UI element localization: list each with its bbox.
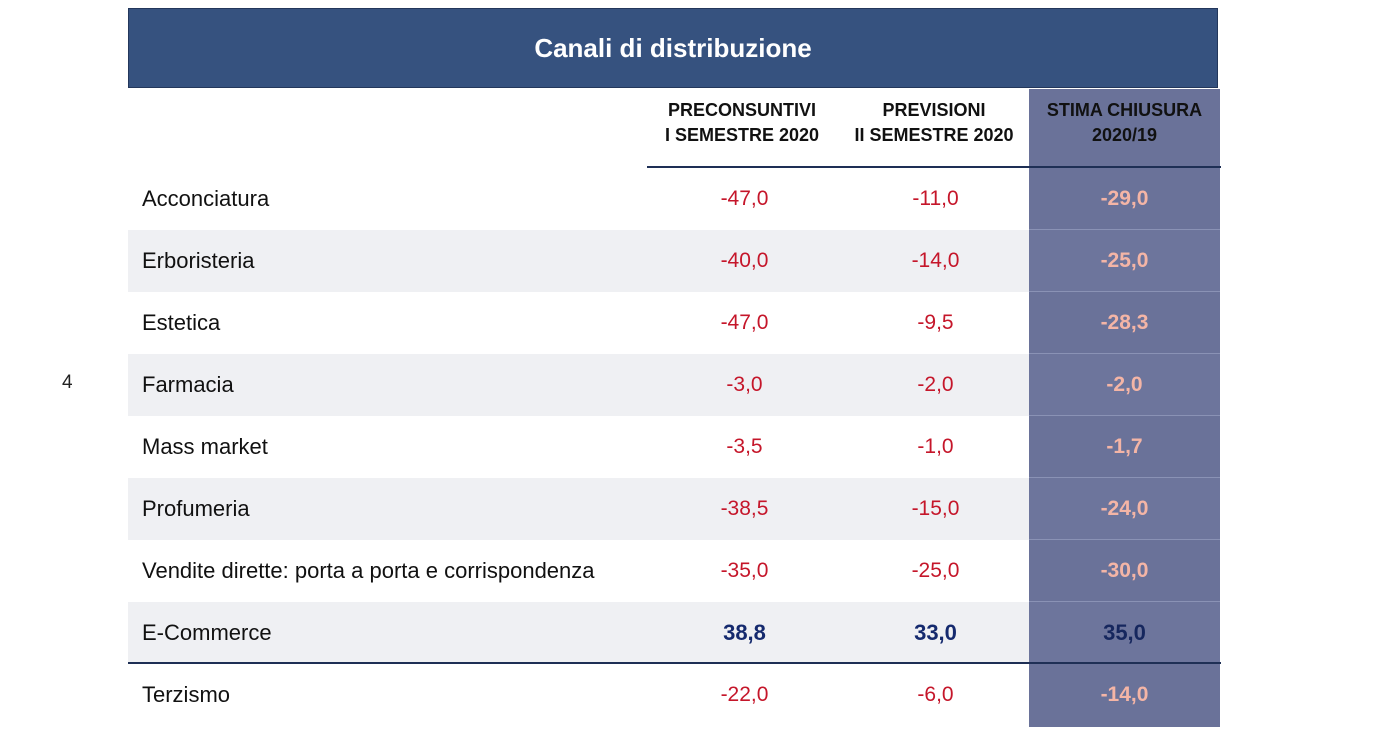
value-previsioni: -11,0 bbox=[912, 187, 959, 210]
table-row: Erboristeria -40,0 -14,0 -25,0 bbox=[128, 230, 1220, 292]
value-stima-chiusura: -24,0 bbox=[1029, 478, 1220, 540]
row-label: Acconciatura bbox=[142, 186, 270, 211]
value-stima-chiusura: 35,0 bbox=[1029, 602, 1220, 664]
column-header-previsioni: PREVISIONI II SEMESTRE 2020 bbox=[842, 98, 1026, 158]
value-preconsuntivi: -3,5 bbox=[726, 435, 763, 458]
value-preconsuntivi: -35,0 bbox=[720, 559, 769, 582]
value-preconsuntivi: 38,8 bbox=[647, 602, 842, 664]
column-header-line: II SEMESTRE 2020 bbox=[854, 125, 1014, 145]
value-preconsuntivi: -40,0 bbox=[647, 230, 842, 292]
row-divider bbox=[1029, 601, 1220, 602]
column-header-line: PREVISIONI bbox=[882, 100, 986, 120]
value-stima-chiusura: -25,0 bbox=[1029, 230, 1220, 292]
column-header-line: 2020/19 bbox=[1091, 125, 1158, 145]
row-divider bbox=[1029, 229, 1220, 230]
value-previsioni: -1,0 bbox=[917, 435, 954, 458]
row-label: Estetica bbox=[142, 310, 221, 335]
table-title-bar: Canali di distribuzione bbox=[128, 8, 1218, 88]
row-label: Vendite dirette: porta a porta e corrisp… bbox=[142, 558, 595, 583]
value-stima-chiusura: -28,3 bbox=[1100, 311, 1149, 334]
table-row: Estetica -47,0 -9,5 -28,3 bbox=[128, 292, 1220, 354]
row-divider bbox=[1029, 353, 1220, 354]
table-row: Profumeria -38,5 -15,0 -24,0 bbox=[128, 478, 1220, 540]
ecommerce-divider bbox=[128, 662, 1221, 664]
value-preconsuntivi: -47,0 bbox=[720, 187, 769, 210]
value-preconsuntivi: -38,5 bbox=[647, 478, 842, 540]
row-label: Erboristeria bbox=[128, 230, 647, 292]
row-label: Farmacia bbox=[128, 354, 647, 416]
page-number: 4 bbox=[62, 372, 73, 393]
column-header-line: PRECONSUNTIVI bbox=[667, 100, 817, 120]
value-previsioni: -15,0 bbox=[842, 478, 1029, 540]
value-stima-chiusura: -14,0 bbox=[1100, 683, 1149, 706]
value-preconsuntivi: -3,0 bbox=[647, 354, 842, 416]
value-stima-chiusura: -2,0 bbox=[1029, 354, 1220, 416]
data-table: Acconciatura -47,0 -11,0 -29,0 Erboriste… bbox=[128, 168, 1220, 726]
column-header-preconsuntivi: PRECONSUNTIVI I SEMESTRE 2020 bbox=[652, 98, 832, 158]
value-preconsuntivi: -47,0 bbox=[720, 311, 769, 334]
row-divider bbox=[1029, 477, 1220, 478]
row-divider bbox=[1029, 539, 1220, 540]
value-stima-chiusura: -29,0 bbox=[1100, 187, 1149, 210]
header-divider bbox=[647, 166, 1221, 168]
column-header-line: I SEMESTRE 2020 bbox=[664, 125, 820, 145]
row-label: Mass market bbox=[142, 434, 268, 459]
table-title: Canali di distribuzione bbox=[534, 32, 812, 63]
value-preconsuntivi: -22,0 bbox=[720, 683, 769, 706]
row-divider bbox=[1029, 415, 1220, 416]
table-row: E-Commerce 38,8 33,0 35,0 bbox=[128, 602, 1220, 664]
table-row: Mass market -3,5 -1,0 -1,7 bbox=[128, 416, 1220, 478]
row-label: Terzismo bbox=[142, 682, 231, 707]
value-stima-chiusura: -1,7 bbox=[1106, 435, 1143, 458]
table-row: Farmacia -3,0 -2,0 -2,0 bbox=[128, 354, 1220, 416]
value-stima-chiusura: -30,0 bbox=[1100, 559, 1149, 582]
value-previsioni: -2,0 bbox=[842, 354, 1029, 416]
value-previsioni: -14,0 bbox=[842, 230, 1029, 292]
table-row: Vendite dirette: porta a porta e corrisp… bbox=[128, 540, 1220, 602]
table-row: Acconciatura -47,0 -11,0 -29,0 bbox=[128, 168, 1220, 230]
value-previsioni: -25,0 bbox=[911, 559, 960, 582]
column-header-line: STIMA CHIUSURA bbox=[1046, 100, 1203, 120]
row-label: E-Commerce bbox=[128, 602, 647, 664]
value-previsioni: 33,0 bbox=[842, 602, 1029, 664]
row-label: Profumeria bbox=[128, 478, 647, 540]
row-divider bbox=[1029, 291, 1220, 292]
value-previsioni: -6,0 bbox=[917, 683, 954, 706]
table-row: Terzismo -22,0 -6,0 -14,0 bbox=[128, 664, 1220, 726]
column-header-stima-chiusura: STIMA CHIUSURA 2020/19 bbox=[1029, 98, 1220, 158]
value-previsioni: -9,5 bbox=[917, 311, 954, 334]
